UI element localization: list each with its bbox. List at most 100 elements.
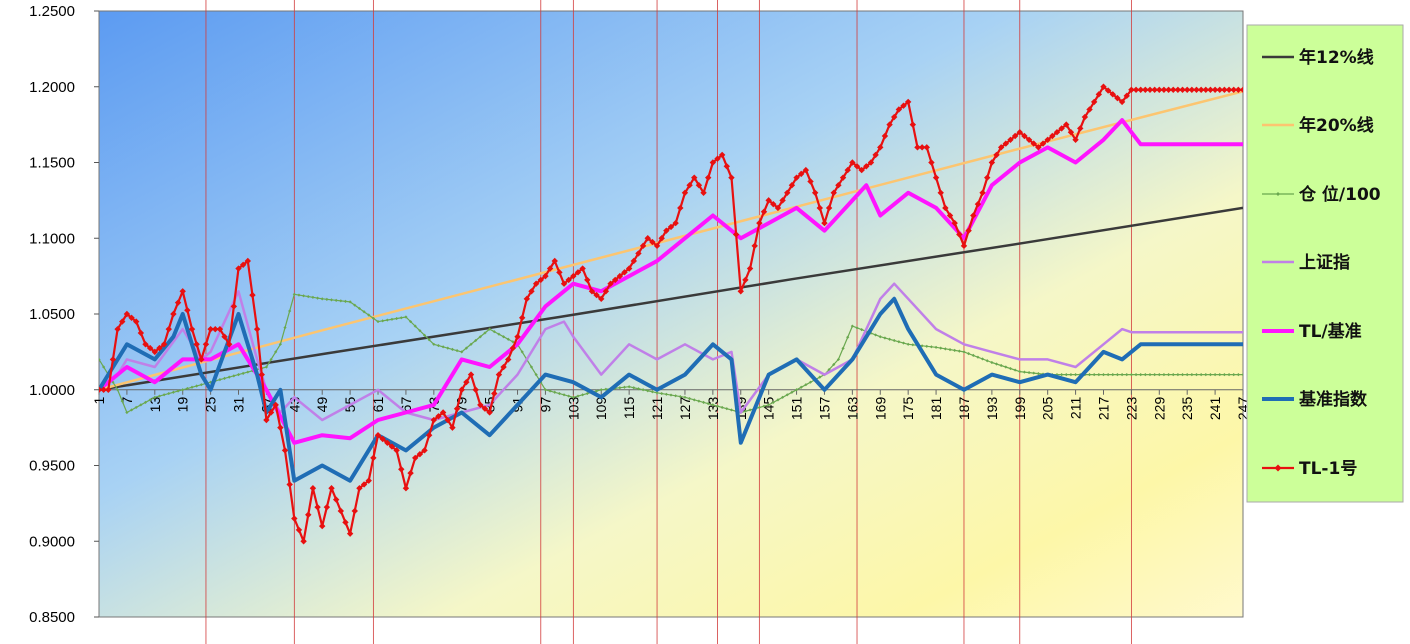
data-point <box>1022 370 1027 374</box>
data-point <box>381 319 385 323</box>
data-point <box>264 365 269 369</box>
data-point <box>1106 373 1110 377</box>
data-point <box>537 276 544 284</box>
data-point <box>529 365 534 369</box>
data-point <box>1188 86 1196 93</box>
data-point <box>728 174 735 181</box>
data-point <box>523 295 531 303</box>
data-point <box>793 174 800 181</box>
data-point <box>1072 136 1079 143</box>
data-point <box>232 374 236 378</box>
data-point <box>762 404 766 408</box>
data-point <box>486 409 493 416</box>
data-point <box>1190 373 1194 377</box>
data-point <box>746 265 754 272</box>
data-point <box>839 174 847 181</box>
data-point <box>483 331 487 335</box>
data-point <box>942 204 949 212</box>
data-point <box>404 315 408 319</box>
data-point <box>1146 86 1154 93</box>
data-point <box>881 132 889 140</box>
data-point <box>799 385 803 389</box>
data-point <box>253 325 261 333</box>
data-point <box>825 204 833 212</box>
data-point <box>571 395 575 399</box>
data-point <box>1132 86 1140 93</box>
data-point <box>672 219 679 227</box>
data-point <box>1049 132 1056 140</box>
data-point <box>695 182 703 189</box>
data-point <box>576 394 580 398</box>
data-point <box>649 238 656 246</box>
data-point <box>644 235 651 242</box>
data-point <box>449 424 456 431</box>
data-point <box>627 385 631 389</box>
data-point <box>999 363 1003 368</box>
data-point <box>393 447 400 454</box>
data-point <box>297 293 301 297</box>
data-point <box>686 182 693 189</box>
x-tick-label: 25 <box>203 397 219 413</box>
data-point <box>413 324 417 328</box>
data-point <box>570 272 577 280</box>
data-point <box>979 189 986 196</box>
data-point <box>1018 369 1022 374</box>
data-point <box>195 384 199 388</box>
data-point <box>781 395 785 399</box>
legend-label: 上证指 <box>1299 252 1350 273</box>
data-point <box>325 297 329 301</box>
data-point <box>1232 373 1236 377</box>
data-point <box>227 375 231 379</box>
data-point <box>235 265 242 272</box>
data-point <box>1180 373 1185 377</box>
data-point <box>162 393 166 397</box>
data-point <box>988 159 996 166</box>
x-tick-label: 157 <box>816 397 832 421</box>
data-point <box>116 388 120 392</box>
data-point <box>677 204 684 212</box>
data-point <box>928 159 935 166</box>
data-point <box>263 416 270 424</box>
data-point <box>398 466 405 473</box>
data-point <box>855 326 859 330</box>
data-point <box>1197 86 1205 93</box>
data-point <box>450 347 455 351</box>
x-tick-label: 223 <box>1123 397 1139 421</box>
data-point <box>1002 140 1010 147</box>
data-point <box>960 242 968 250</box>
x-tick-label: 235 <box>1179 397 1195 421</box>
x-tick-label: 49 <box>314 397 330 413</box>
data-point <box>895 106 903 113</box>
data-point <box>939 346 943 350</box>
data-point <box>770 200 777 208</box>
data-point <box>239 261 247 268</box>
data-point <box>146 344 154 352</box>
data-point <box>877 144 884 151</box>
data-point <box>1202 86 1209 93</box>
axes: 0.8500 0.9000 0.9500 1.0000 1.0500 1.1000 1.15… <box>29 3 1251 626</box>
data-point <box>444 416 451 424</box>
data-point <box>585 391 589 396</box>
data-point <box>472 386 479 393</box>
data-point <box>581 393 585 397</box>
data-point <box>700 189 707 196</box>
data-point <box>384 439 391 446</box>
data-point <box>343 299 348 303</box>
data-point <box>1239 86 1243 93</box>
data-point <box>137 329 145 337</box>
data-point <box>860 328 864 332</box>
data-point <box>323 503 331 511</box>
x-tick-label: 193 <box>984 397 1000 421</box>
data-point <box>379 435 386 443</box>
data-point <box>532 280 540 287</box>
data-point <box>114 325 121 333</box>
data-point <box>971 353 975 358</box>
series-0 <box>99 206 1243 392</box>
data-point <box>1128 86 1135 93</box>
data-point <box>241 371 245 375</box>
data-point <box>705 174 712 181</box>
data-point <box>1208 373 1213 377</box>
data-point <box>790 390 794 394</box>
data-point <box>953 348 957 352</box>
